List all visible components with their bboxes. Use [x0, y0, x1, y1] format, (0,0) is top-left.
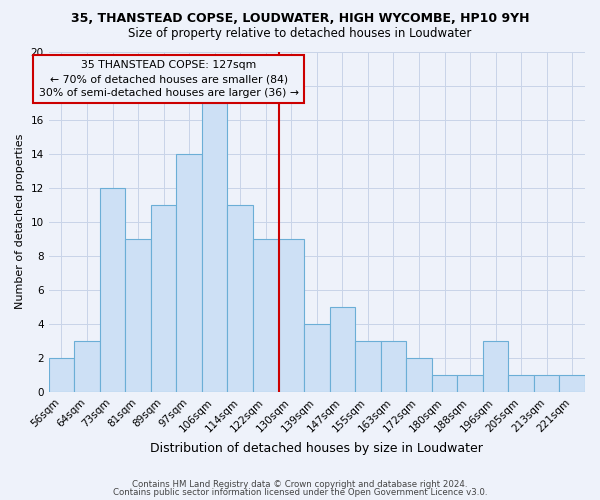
Bar	[508, 375, 534, 392]
Text: Contains HM Land Registry data © Crown copyright and database right 2024.: Contains HM Land Registry data © Crown c…	[132, 480, 468, 489]
X-axis label: Distribution of detached houses by size in Loudwater: Distribution of detached houses by size …	[151, 442, 483, 455]
Bar	[74, 341, 100, 392]
Bar	[483, 341, 508, 392]
Bar	[432, 375, 457, 392]
Bar	[406, 358, 432, 392]
Bar	[559, 375, 585, 392]
Bar	[304, 324, 329, 392]
Bar	[329, 307, 355, 392]
Bar	[202, 102, 227, 392]
Bar	[100, 188, 125, 392]
Bar	[151, 204, 176, 392]
Bar	[125, 238, 151, 392]
Bar	[457, 375, 483, 392]
Bar	[227, 204, 253, 392]
Bar	[534, 375, 559, 392]
Bar	[176, 154, 202, 392]
Bar	[49, 358, 74, 392]
Bar	[380, 341, 406, 392]
Text: 35, THANSTEAD COPSE, LOUDWATER, HIGH WYCOMBE, HP10 9YH: 35, THANSTEAD COPSE, LOUDWATER, HIGH WYC…	[71, 12, 529, 26]
Bar	[355, 341, 380, 392]
Y-axis label: Number of detached properties: Number of detached properties	[15, 134, 25, 310]
Text: Size of property relative to detached houses in Loudwater: Size of property relative to detached ho…	[128, 28, 472, 40]
Bar	[253, 238, 278, 392]
Text: 35 THANSTEAD COPSE: 127sqm
← 70% of detached houses are smaller (84)
30% of semi: 35 THANSTEAD COPSE: 127sqm ← 70% of deta…	[39, 60, 299, 98]
Bar	[278, 238, 304, 392]
Text: Contains public sector information licensed under the Open Government Licence v3: Contains public sector information licen…	[113, 488, 487, 497]
